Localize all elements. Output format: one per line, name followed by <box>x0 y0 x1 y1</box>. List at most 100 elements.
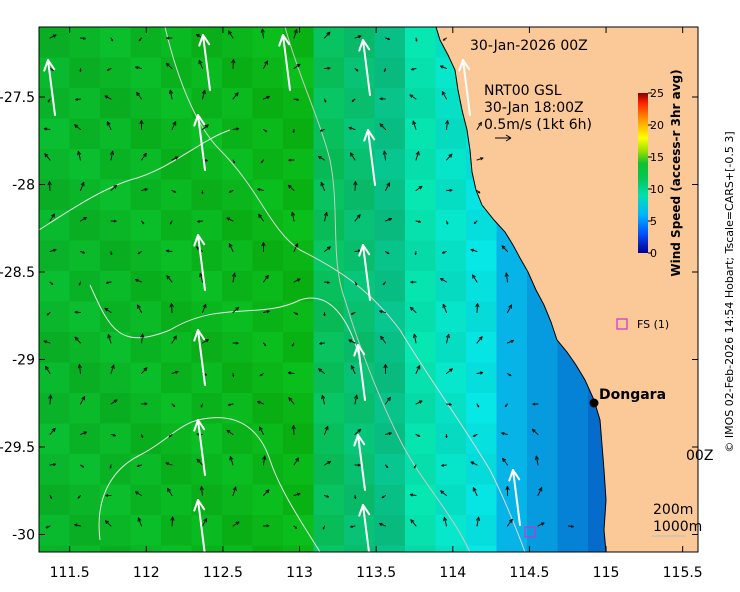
wind-vector <box>201 190 204 194</box>
wind-vector <box>262 455 267 466</box>
wind-vector <box>110 37 114 42</box>
y-tick-label: -28 <box>12 178 35 194</box>
wind-cell <box>252 27 284 59</box>
wind-cell <box>161 301 193 333</box>
wind-vector <box>293 63 301 69</box>
wind-vector <box>226 217 234 222</box>
wind-vector <box>139 120 144 130</box>
wind-cell <box>313 240 345 272</box>
wind-vector <box>470 461 478 466</box>
wind-cell <box>161 57 193 89</box>
wind-vector <box>534 455 539 466</box>
wind-cell <box>130 423 162 455</box>
wind-vector <box>49 495 53 499</box>
wind-vector <box>354 495 357 499</box>
wind-cell <box>130 362 162 394</box>
wind-cell <box>435 271 467 303</box>
wind-vector <box>260 159 264 164</box>
wind-vector <box>228 190 234 193</box>
wind-vector <box>137 517 142 527</box>
wind-cell <box>69 362 101 394</box>
wind-cell <box>100 118 132 150</box>
wind-cell <box>222 57 254 89</box>
wind-vector <box>445 434 448 438</box>
wind-vector <box>410 519 417 527</box>
wind-vector <box>202 303 207 313</box>
wind-cell <box>588 545 620 552</box>
wind-vector <box>193 329 206 386</box>
wind-vector <box>383 68 386 72</box>
wind-cell <box>313 484 345 516</box>
wind-cell <box>405 210 437 242</box>
wind-cell <box>557 423 589 455</box>
wind-cell <box>435 149 467 181</box>
wind-vector <box>323 211 328 222</box>
wind-cell <box>313 545 345 552</box>
wind-vector <box>138 37 142 42</box>
wind-cell <box>222 332 254 364</box>
wind-vector <box>385 432 392 436</box>
wind-cell <box>69 393 101 425</box>
wind-vector <box>166 275 173 283</box>
wind-vector <box>409 94 417 100</box>
wind-vector <box>79 68 82 72</box>
wind-cell <box>374 362 406 394</box>
wind-vector <box>292 129 295 133</box>
wind-vector <box>507 373 512 377</box>
x-tick-label: 113 <box>286 565 313 581</box>
wind-cell <box>69 454 101 486</box>
contour-1000m <box>284 27 471 552</box>
wind-cell <box>344 545 376 552</box>
wind-cell <box>405 484 437 516</box>
wind-cell <box>283 423 315 455</box>
wind-vector <box>385 464 389 469</box>
colorbar <box>638 93 648 253</box>
wind-vector <box>193 499 206 552</box>
wind-cell <box>313 149 345 181</box>
wind-cell <box>344 454 376 486</box>
wind-cell <box>344 301 376 333</box>
wind-cell <box>435 423 467 455</box>
wind-vector <box>263 342 267 347</box>
wind-cell <box>374 423 406 455</box>
wind-cell <box>435 118 467 150</box>
wind-vector <box>501 432 508 436</box>
wind-vector <box>49 248 57 252</box>
wind-vector <box>501 245 508 252</box>
wind-vector <box>104 307 112 313</box>
wind-vector <box>228 243 234 252</box>
wind-cell <box>222 271 254 303</box>
wind-vector <box>263 274 269 283</box>
wind-vector <box>80 216 87 222</box>
wind-cell <box>496 484 528 516</box>
wind-vector <box>415 220 421 223</box>
wind-cell <box>405 88 437 120</box>
contour-legend-200m: 200m <box>653 502 693 518</box>
wind-vector <box>321 394 326 405</box>
wind-cell <box>374 27 406 59</box>
wind-cell <box>527 545 559 552</box>
wind-cell <box>130 88 162 120</box>
wind-cell <box>39 454 71 486</box>
wind-cell <box>313 301 345 333</box>
wind-vector <box>198 59 203 69</box>
wind-vector <box>476 157 484 161</box>
wind-cell <box>283 393 315 425</box>
wind-cell <box>496 271 528 303</box>
wind-cell <box>191 332 223 364</box>
wind-cell <box>161 362 193 394</box>
y-tick-label: -29 <box>12 353 35 369</box>
wind-vector <box>43 59 56 116</box>
wind-vector <box>350 152 356 161</box>
wind-vector <box>324 425 329 435</box>
map-title: 30-Jan-2026 00Z <box>470 38 588 54</box>
wind-cell <box>69 118 101 150</box>
wind-vector <box>49 213 55 222</box>
wind-cell <box>222 240 254 272</box>
wind-cell <box>252 210 284 242</box>
wind-cell <box>100 515 132 547</box>
wind-vector <box>348 339 356 344</box>
wind-cell <box>161 210 193 242</box>
wind-cell <box>100 362 132 394</box>
wind-vector <box>531 428 539 435</box>
